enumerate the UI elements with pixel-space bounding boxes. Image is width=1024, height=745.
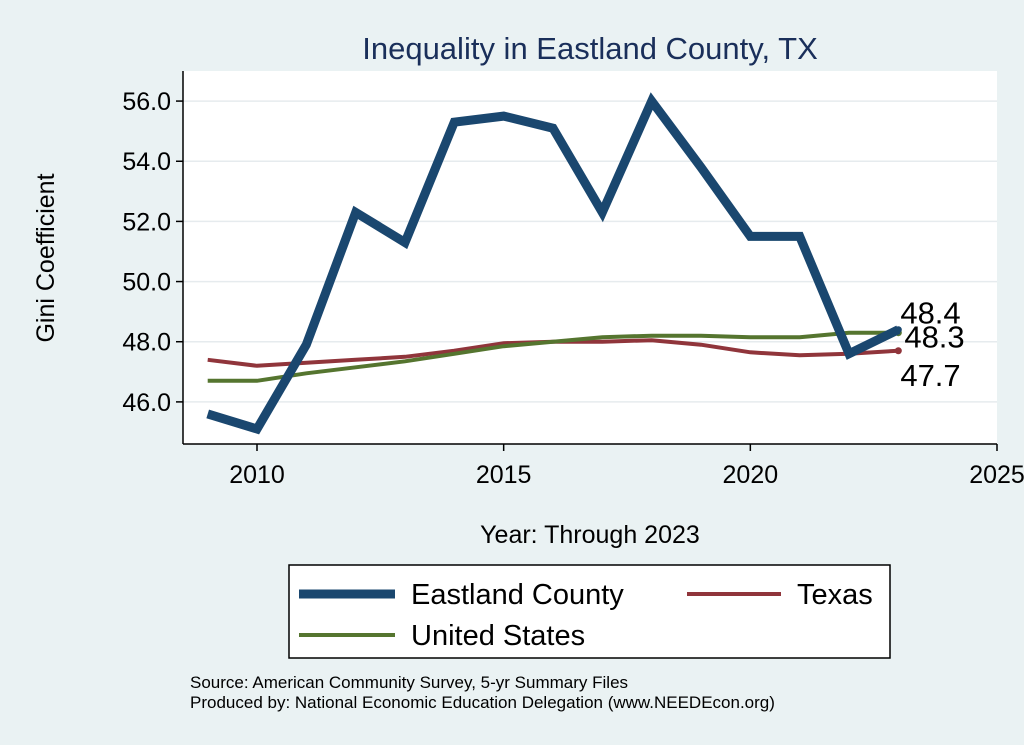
chart-title: Inequality in Eastland County, TX [362, 31, 818, 66]
y-tick-label: 56.0 [122, 88, 171, 116]
legend-label-united-states: United States [411, 620, 585, 652]
eastland-county-end-point [894, 326, 902, 334]
united-states-end-label: 48.3 [904, 320, 964, 355]
y-tick-label: 48.0 [122, 329, 171, 357]
legend-box [288, 564, 891, 659]
source-note: Source: American Community Survey, 5-yr … [190, 673, 628, 692]
y-axis-title: Gini Coefficient [32, 173, 60, 342]
plot-area [183, 71, 997, 444]
x-tick-label: 2010 [229, 461, 285, 489]
produced-by-note: Produced by: National Economic Education… [190, 693, 775, 712]
united-states-series-line [207, 330, 899, 383]
y-tick-label: 52.0 [122, 208, 171, 236]
legend: Eastland County Texas United States [299, 579, 873, 652]
legend-label-texas: Texas [797, 579, 873, 611]
texas-end-label: 47.7 [900, 358, 960, 393]
x-tick-label: 2025 [969, 461, 1024, 489]
y-tick-label: 46.0 [122, 389, 171, 417]
x-axis-title: Year: Through 2023 [480, 521, 700, 549]
series-lines [206, 92, 902, 435]
axes: 46.0 48.0 50.0 52.0 54.0 56.0 2010 2015 2020 2025 [122, 71, 1024, 489]
y-tick-label: 50.0 [122, 269, 171, 297]
texas-end-point [894, 347, 902, 355]
x-tick-label: 2020 [723, 461, 779, 489]
y-tick-label: 54.0 [122, 148, 171, 176]
eastland-county-series-line [206, 92, 901, 435]
gridlines [183, 100, 997, 403]
legend-label-eastland-county: Eastland County [411, 579, 624, 611]
end-labels: 48.448.347.7 [900, 296, 964, 393]
eastland-county-end-label: 48.4 [900, 296, 960, 331]
x-tick-label: 2015 [476, 461, 532, 489]
